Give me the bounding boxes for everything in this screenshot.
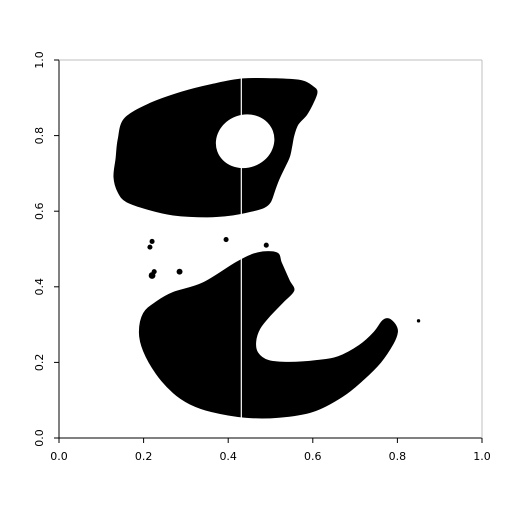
x-tick-label: 0.8 [389, 450, 407, 463]
x-tick-label: 0.2 [135, 450, 153, 463]
speck [223, 237, 229, 243]
x-tick-label: 0.6 [304, 450, 322, 463]
y-tick-label: 1.0 [33, 51, 46, 69]
speck [270, 254, 275, 259]
y-tick-label: 0.2 [33, 354, 46, 372]
y-tick-label: 0.0 [33, 429, 46, 447]
y-tick-label: 0.4 [33, 278, 46, 296]
speck [149, 238, 155, 244]
plot-area [113, 71, 421, 423]
x-tick-label: 0.0 [50, 450, 68, 463]
x-tick-label: 1.0 [473, 450, 491, 463]
lower-blob [138, 251, 398, 419]
upper-hole [215, 114, 275, 169]
y-tick-label: 0.6 [33, 202, 46, 220]
speck [151, 269, 157, 275]
y-tick-label: 0.8 [33, 127, 46, 145]
speck [147, 244, 153, 250]
upper-blob [113, 77, 318, 218]
speck [263, 242, 269, 248]
speck [176, 268, 183, 275]
speck [416, 319, 421, 323]
axes: 0.0 0.2 0.4 0.6 0.8 1.0 0.0 0.2 0.4 0.6 0.8 1.0 [33, 51, 491, 463]
x-tick-label: 0.4 [219, 450, 237, 463]
